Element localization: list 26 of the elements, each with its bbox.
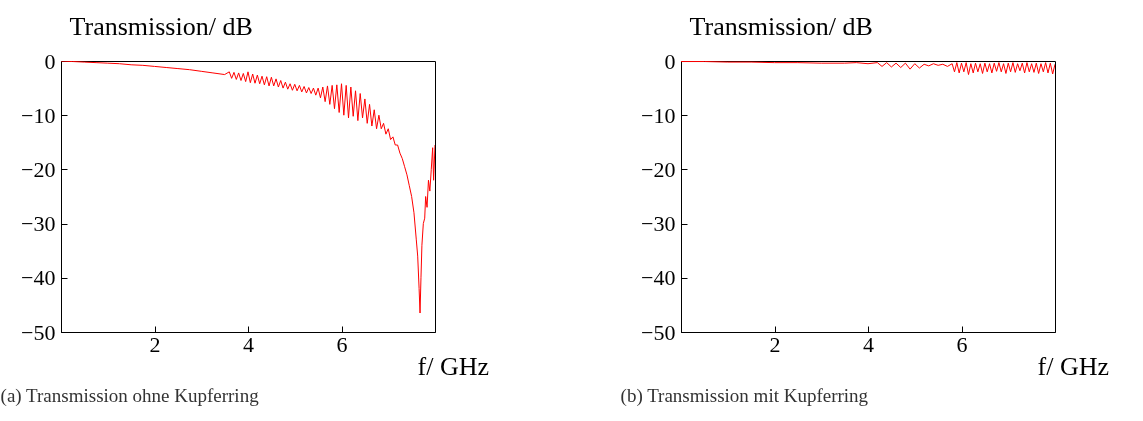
y-tick-label: −40 bbox=[641, 265, 676, 291]
x-tick-label: 6 bbox=[956, 331, 968, 357]
y-tick-label: −50 bbox=[641, 319, 676, 345]
y-tick-label: 0 bbox=[44, 48, 56, 74]
line-series bbox=[61, 61, 435, 314]
x-tick-label: 2 bbox=[769, 331, 781, 357]
y-tick-label: −10 bbox=[21, 102, 56, 128]
x-axis-title: f/ GHz bbox=[1037, 351, 1109, 381]
y-tick-label: −50 bbox=[21, 319, 56, 345]
y-tick-label: −40 bbox=[21, 265, 56, 291]
x-tick-label: 6 bbox=[336, 331, 348, 357]
y-tick-label: 0 bbox=[664, 48, 676, 74]
y-tick-label: −20 bbox=[21, 156, 56, 182]
text: (b) Transmission mit Kupferring bbox=[620, 385, 869, 407]
y-tick-label: −10 bbox=[641, 102, 676, 128]
text: (a) Transmission ohne Kupferring bbox=[0, 385, 260, 407]
y-tick-label: −30 bbox=[21, 211, 56, 237]
x-tick-label: 2 bbox=[149, 331, 161, 357]
x-tick-label: 4 bbox=[243, 331, 254, 357]
x-axis-title: f/ GHz bbox=[417, 351, 489, 381]
y-axis-title: Transmission/ dB bbox=[689, 11, 873, 41]
y-axis-title: Transmission/ dB bbox=[69, 11, 253, 41]
y-tick-label: −30 bbox=[641, 211, 676, 237]
y-tick-label: −20 bbox=[641, 156, 676, 182]
x-tick-label: 4 bbox=[863, 331, 874, 357]
line-series bbox=[681, 61, 1055, 76]
